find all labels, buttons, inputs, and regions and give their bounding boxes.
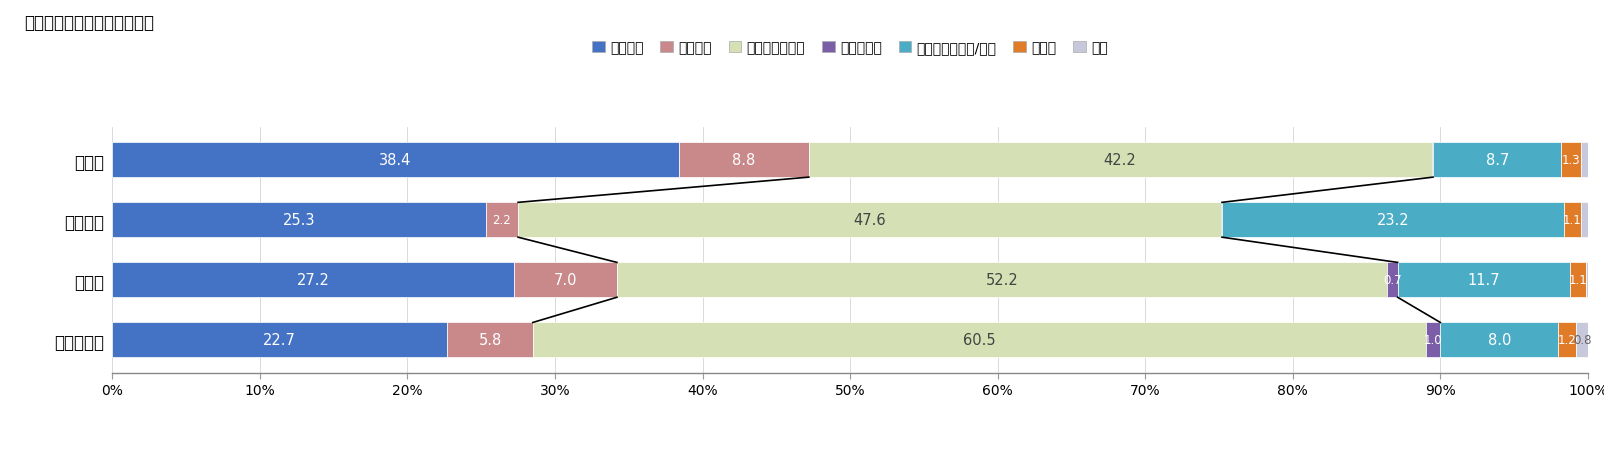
Bar — [1426, 323, 1440, 358]
Text: 23.2: 23.2 — [1376, 213, 1410, 228]
Bar — [1222, 203, 1564, 238]
Bar — [1570, 263, 1586, 298]
Bar — [1564, 203, 1580, 238]
Text: 52.2: 52.2 — [986, 273, 1019, 288]
Bar — [1432, 143, 1561, 178]
Bar — [808, 143, 1431, 178]
Bar — [1580, 203, 1588, 238]
Bar — [1440, 323, 1559, 358]
Text: 1.3: 1.3 — [1562, 154, 1580, 167]
Text: 1.1: 1.1 — [1562, 214, 1582, 227]
Text: 8.0: 8.0 — [1489, 333, 1511, 348]
Bar — [518, 203, 1221, 238]
Text: 60.5: 60.5 — [962, 333, 996, 348]
Bar — [1561, 143, 1580, 178]
Text: 1.1: 1.1 — [1569, 274, 1588, 287]
Bar — [513, 263, 618, 298]
Bar — [1559, 323, 1577, 358]
Text: 7.0: 7.0 — [553, 273, 577, 288]
Text: 5.8: 5.8 — [478, 333, 502, 348]
Bar — [112, 263, 513, 298]
Bar — [112, 323, 448, 358]
Text: 8.7: 8.7 — [1485, 153, 1509, 168]
Text: 38.4: 38.4 — [380, 153, 412, 168]
Text: 42.2: 42.2 — [1104, 153, 1137, 168]
Text: 11.7: 11.7 — [1468, 273, 1500, 288]
Text: 0.7: 0.7 — [1383, 274, 1402, 287]
Text: 1.2: 1.2 — [1557, 334, 1577, 347]
Bar — [486, 203, 518, 238]
Text: 0.8: 0.8 — [1574, 334, 1591, 347]
Bar — [1580, 143, 1588, 178]
Bar — [1577, 323, 1588, 358]
Bar — [112, 143, 678, 178]
Text: 22.7: 22.7 — [263, 333, 297, 348]
Bar — [448, 323, 533, 358]
Text: 図表６　新築の状況別構成比: 図表６ 新築の状況別構成比 — [24, 14, 154, 31]
Bar — [1397, 263, 1570, 298]
Text: 27.2: 27.2 — [297, 273, 329, 288]
Text: 2.2: 2.2 — [492, 214, 512, 227]
Bar — [112, 203, 486, 238]
Text: 8.8: 8.8 — [733, 153, 755, 168]
Bar — [678, 143, 808, 178]
Bar — [533, 323, 1426, 358]
Text: 1.0: 1.0 — [1424, 334, 1442, 347]
Bar — [618, 263, 1387, 298]
Text: 47.6: 47.6 — [853, 213, 885, 228]
Bar — [1387, 263, 1397, 298]
Legend: 建て替え, 買い換え, 土地購入・新築, 借地・新築, 親の土地・相続/新築, その他, 不明: 建て替え, 買い換え, 土地購入・新築, 借地・新築, 親の土地・相続/新築, … — [592, 41, 1108, 55]
Text: 25.3: 25.3 — [282, 213, 316, 228]
